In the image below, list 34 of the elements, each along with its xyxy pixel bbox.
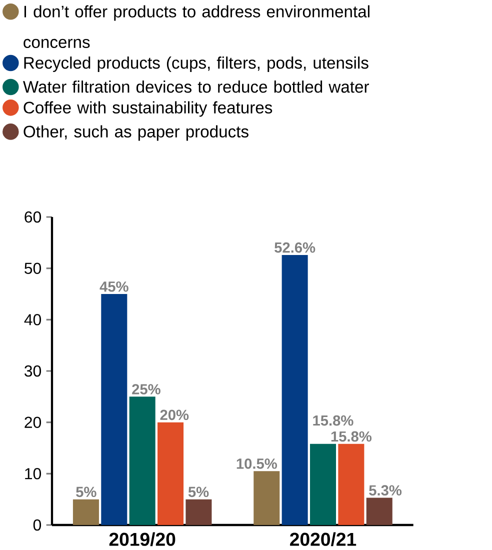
bar <box>72 499 99 525</box>
data-label: 5% <box>76 486 96 498</box>
data-label: 20% <box>160 410 189 420</box>
y-tick-label: 60 <box>24 211 42 223</box>
legend-label: Water filtration devices to reduce bottled water <box>23 80 369 93</box>
data-label: 45% <box>100 281 128 292</box>
bar <box>101 294 128 525</box>
y-tick-label: 50 <box>24 262 42 274</box>
legend-label: Other, such as paper products <box>24 125 248 141</box>
data-label: 25% <box>132 384 160 394</box>
x-tick-label: 2020/21 <box>290 532 356 546</box>
bar <box>310 444 336 525</box>
data-label: 5.3% <box>369 485 402 496</box>
y-tick-label: 10 <box>25 468 42 480</box>
data-label: 52.6% <box>274 242 316 253</box>
data-label: 15.8% <box>331 431 372 442</box>
data-label: 10.5% <box>236 458 277 469</box>
y-tick-label: 0 <box>33 519 42 531</box>
legend-label: Recycled products (cups, filters, pods, utensils <box>24 56 368 72</box>
bar <box>338 444 364 525</box>
y-tick-label: 30 <box>24 365 42 377</box>
bar <box>158 422 184 525</box>
legend-label: I don’t offer products to address environmental concerns <box>24 5 370 48</box>
bar <box>282 254 308 525</box>
bar <box>366 498 392 525</box>
y-tick-label: 20 <box>24 416 42 428</box>
data-label: 5% <box>188 486 209 498</box>
x-tick-label: 2019/20 <box>109 532 176 546</box>
legend-label: Coffee with sustainability features <box>24 101 272 117</box>
bar <box>129 396 156 525</box>
data-label: 15.8% <box>313 415 354 426</box>
bar <box>186 499 212 525</box>
y-tick-label: 40 <box>24 314 42 326</box>
bar <box>254 471 280 525</box>
